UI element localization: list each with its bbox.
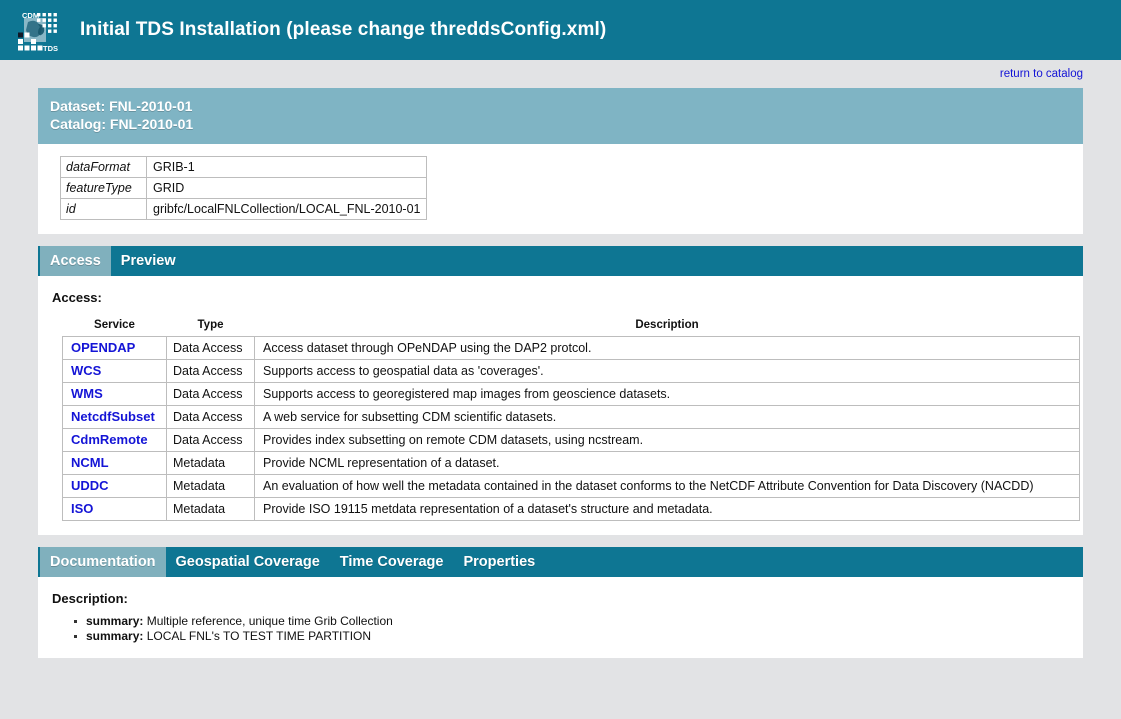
service-link-uddc[interactable]: UDDC [71,478,109,493]
metadata-key: id [60,198,147,220]
dataset-metadata-rows: dataFormat GRIB-1 featureType GRID id gribfc/… [60,156,427,220]
access-service-cell: CdmRemote [62,428,167,452]
dataset-metadata-table: dataFormat GRIB-1 featureType GRID id gribfc/… [60,156,427,220]
tab-documentation[interactable]: Documentation [40,547,166,577]
metadata-row: id gribfc/LocalFNLCollection/LOCAL_FNL-20… [60,198,427,220]
metadata-row: featureType GRID [60,177,427,199]
access-type-cell: Data Access [166,428,255,452]
service-link-wcs[interactable]: WCS [71,363,102,378]
access-type-cell: Metadata [166,497,255,521]
access-tabbar: Access Preview [38,246,1083,276]
summary-label: summary: [86,614,144,628]
list-item: summary: LOCAL FNL's TO TEST TIME PARTIT… [74,629,1067,644]
documentation-tabbar: Documentation Geospatial Coverage Time Cov… [38,547,1083,577]
dataset-name-line: Dataset: FNL-2010-01 [50,98,193,114]
access-service-cell: NetcdfSubset [62,405,167,429]
access-description-cell: Supports access to geospatial data as 'c… [254,359,1080,383]
dataset-panel: Dataset: FNL-2010-01 Catalog: FNL-2010-0… [38,88,1083,234]
table-row: WMS Data Access Supports access to georegi… [62,382,1080,406]
cdm-tds-logo: CDM TDS [10,6,62,54]
access-panel: Access Preview Access: Service Type Descr… [38,246,1083,535]
access-description-cell: Provides index subsetting on remote CDM … [254,428,1080,452]
table-row: UDDC Metadata An evaluation of how well th… [62,474,1080,498]
service-link-wms[interactable]: WMS [71,386,103,401]
access-table: Service Type Description OPENDAP Data Acc… [62,319,1080,521]
summary-label: summary: [86,629,144,643]
svg-text:CDM: CDM [22,11,39,20]
column-header-type: Type [197,319,224,331]
access-service-cell: WCS [62,359,167,383]
access-tab-content: Access: Service Type Description OPENDAP… [38,276,1083,535]
access-description-cell: An evaluation of how well the metadata c… [254,474,1080,498]
metadata-key: featureType [60,177,147,199]
tab-time-coverage[interactable]: Time Coverage [339,554,444,570]
service-link-iso[interactable]: ISO [71,501,94,516]
service-link-ncml[interactable]: NCML [71,455,109,470]
tab-properties[interactable]: Properties [463,554,536,570]
summary-list: summary: Multiple reference, unique time… [52,614,1067,644]
service-link-netcdfsubset[interactable]: NetcdfSubset [71,409,155,424]
list-item: summary: Multiple reference, unique time… [74,614,1067,629]
dataset-metadata-body: dataFormat GRIB-1 featureType GRID id gribfc/… [38,144,1083,234]
access-description-cell: Supports access to georegistered map ima… [254,382,1080,406]
documentation-panel: Documentation Geospatial Coverage Time Cov… [38,547,1083,658]
access-type-cell: Data Access [166,405,255,429]
svg-text:TDS: TDS [43,44,58,53]
tab-geospatial-coverage[interactable]: Geospatial Coverage [175,554,320,570]
access-table-head: Service Type Description [63,319,1080,337]
column-header-service: Service [94,319,135,331]
return-to-catalog-link[interactable]: return to catalog [999,68,1083,80]
access-table-body: OPENDAP Data Access Access dataset through… [62,336,1080,521]
access-type-cell: Data Access [166,336,255,360]
description-heading: Description: [52,591,128,606]
page-title: Initial TDS Installation (please change … [80,19,607,40]
metadata-row: dataFormat GRIB-1 [60,156,427,178]
metadata-value: gribfc/LocalFNLCollection/LOCAL_FNL-2010… [146,198,427,220]
catalog-name-line: Catalog: FNL-2010-01 [50,116,194,132]
access-type-cell: Data Access [166,359,255,383]
summary-text: LOCAL FNL's TO TEST TIME PARTITION [143,629,372,643]
tab-preview[interactable]: Preview [120,253,176,269]
access-service-cell: OPENDAP [62,336,167,360]
return-row: return to catalog [0,60,1121,88]
service-link-opendap[interactable]: OPENDAP [71,340,136,355]
access-description-cell: Provide NCML representation of a dataset… [254,451,1080,475]
documentation-tab-content: Description: summary: Multiple reference… [38,577,1083,658]
table-row: OPENDAP Data Access Access dataset through… [62,336,1080,360]
table-row: CdmRemote Data Access Provides index subse… [62,428,1080,452]
access-description-cell: Provide ISO 19115 metdata representation… [254,497,1080,521]
access-type-cell: Metadata [166,451,255,475]
metadata-key: dataFormat [60,156,147,178]
access-service-cell: UDDC [62,474,167,498]
access-type-cell: Metadata [166,474,255,498]
page-banner: CDM TDS Initial TDS Installation (please… [0,0,1121,60]
metadata-value: GRID [146,177,427,199]
metadata-value: GRIB-1 [146,156,427,178]
access-service-cell: NCML [62,451,167,475]
access-service-cell: WMS [62,382,167,406]
access-description-cell: Access dataset through OPeNDAP using the… [254,336,1080,360]
access-heading: Access: [52,290,102,305]
access-table-header-row: Service Type Description [63,319,1080,337]
dataset-header: Dataset: FNL-2010-01 Catalog: FNL-2010-0… [38,88,1083,144]
tab-access[interactable]: Access [40,246,111,276]
summary-text: Multiple reference, unique time Grib Col… [143,614,393,628]
table-row: NetcdfSubset Data Access A web service for… [62,405,1080,429]
column-header-description: Description [635,319,699,331]
table-row: WCS Data Access Supports access to geospat… [62,359,1080,383]
access-service-cell: ISO [62,497,167,521]
access-type-cell: Data Access [166,382,255,406]
access-description-cell: A web service for subsetting CDM scienti… [254,405,1080,429]
table-row: ISO Metadata Provide ISO 19115 metdata rep… [62,497,1080,521]
service-link-cdmremote[interactable]: CdmRemote [71,432,148,447]
table-row: NCML Metadata Provide NCML representation … [62,451,1080,475]
